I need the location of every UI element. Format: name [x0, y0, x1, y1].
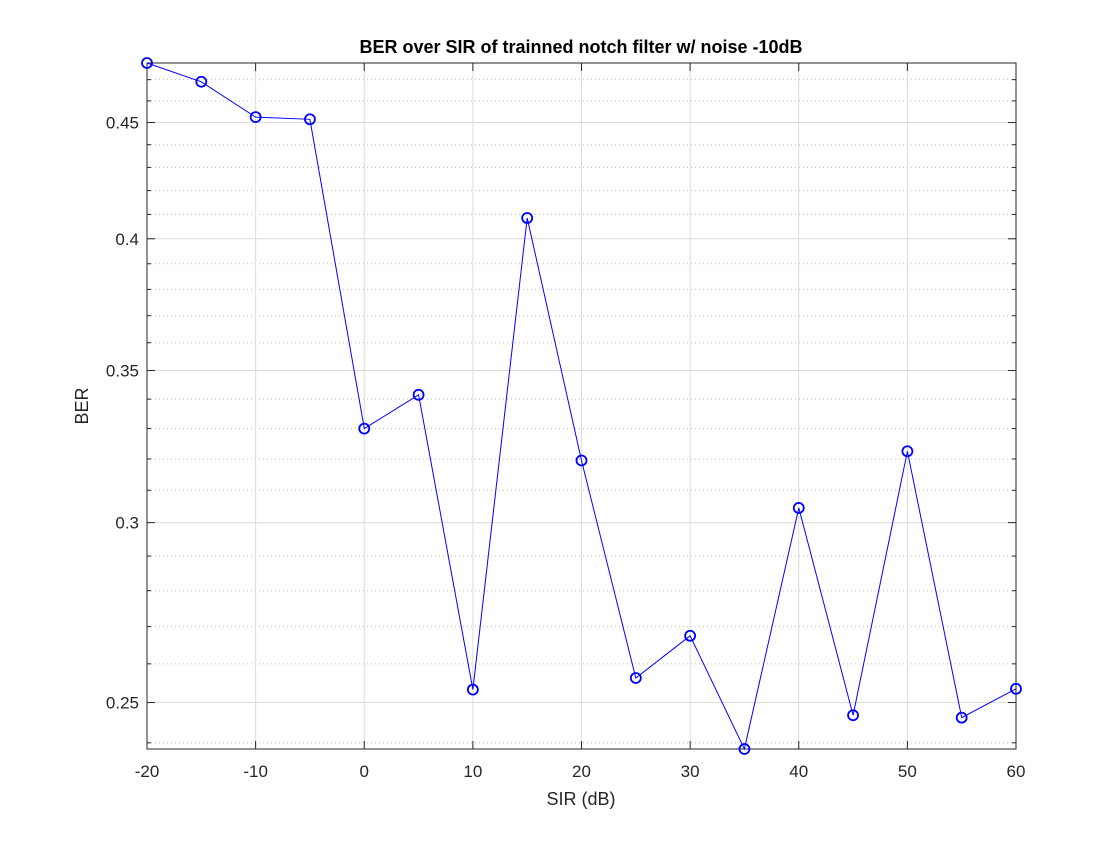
x-tick-label: 50: [898, 762, 917, 781]
x-tick-label: 10: [463, 762, 482, 781]
data-point: [304, 113, 316, 126]
data-point: [249, 111, 262, 123]
major-grid: [146, 63, 1017, 749]
x-tick-label: -20: [135, 762, 160, 781]
data-point: [412, 388, 425, 401]
data-point: [847, 709, 859, 722]
series-layer: [141, 57, 1022, 755]
data-point: [901, 445, 914, 458]
x-tick-label: 0: [360, 762, 369, 781]
data-point: [195, 75, 208, 88]
data-point: [629, 672, 642, 684]
data-point: [141, 57, 153, 69]
data-point: [955, 711, 968, 724]
chart-title: BER over SIR of trainned notch filter w/…: [359, 37, 802, 57]
plot-area: [141, 57, 1022, 755]
minor-grid: [147, 79, 1016, 744]
data-point: [1010, 682, 1022, 695]
y-tick-label: 0.35: [106, 362, 139, 381]
y-tick-label: 0.3: [115, 514, 139, 533]
x-tick-label: 60: [1007, 762, 1026, 781]
y-tick-label: 0.4: [115, 230, 139, 249]
data-point: [792, 502, 805, 514]
data-point: [575, 454, 588, 467]
y-axis-label: BER: [72, 387, 92, 424]
data-point: [466, 683, 479, 696]
x-tick-label: -10: [243, 762, 268, 781]
x-tick-label: 40: [789, 762, 808, 781]
tick-marks: [146, 63, 1017, 749]
y-tick-label: 0.45: [106, 114, 139, 133]
data-point: [738, 743, 751, 755]
x-tick-labels: -20 -10 0 10 20 30 40 50 60: [135, 762, 1026, 781]
x-axis-label: SIR (dB): [546, 789, 615, 809]
data-point: [521, 212, 534, 224]
data-point: [684, 629, 697, 642]
x-tick-label: 30: [681, 762, 700, 781]
y-tick-label: 0.25: [106, 694, 139, 713]
series-line: [146, 62, 1017, 751]
y-tick-labels: 0.25 0.3 0.35 0.4 0.45: [106, 114, 139, 713]
x-tick-label: 20: [572, 762, 591, 781]
data-point: [358, 422, 371, 435]
